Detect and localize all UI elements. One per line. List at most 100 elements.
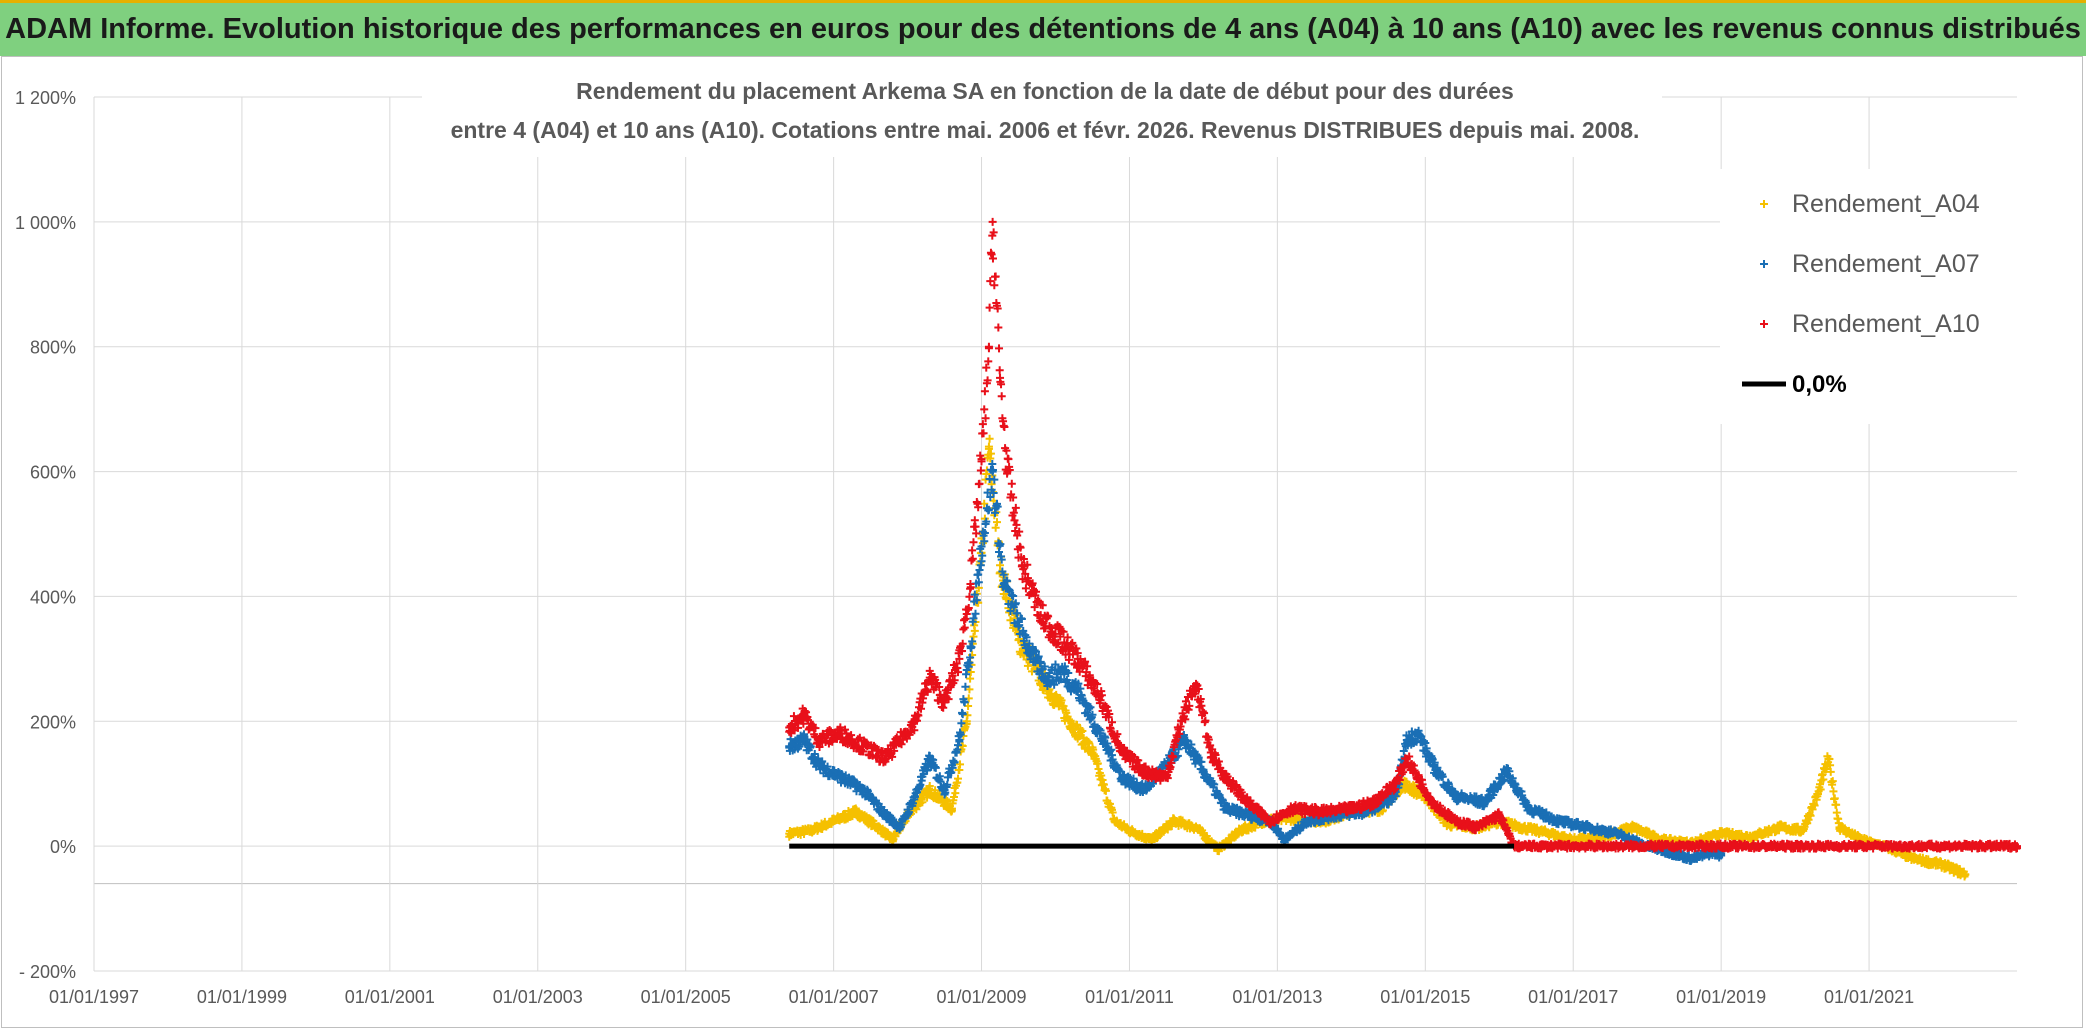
plot-area bbox=[785, 217, 2021, 881]
x-tick-label: 01/01/2005 bbox=[641, 987, 731, 1007]
data-point bbox=[1828, 777, 1837, 786]
chart: - 200% 0% 200% 400% 600% 800% 1 000% 1 200% 01/… bbox=[15, 67, 2021, 1007]
data-point bbox=[980, 387, 989, 396]
data-point bbox=[1006, 616, 1015, 625]
gridlines bbox=[93, 96, 2017, 972]
data-point bbox=[985, 434, 994, 443]
y-tick-label: 1 000% bbox=[15, 213, 76, 233]
data-point bbox=[990, 281, 999, 290]
x-tick-label: 01/01/2017 bbox=[1528, 987, 1618, 1007]
data-point bbox=[968, 554, 977, 563]
data-point bbox=[1826, 767, 1835, 776]
data-point bbox=[1192, 823, 1201, 832]
data-point bbox=[1813, 792, 1822, 801]
y-tick-label: 400% bbox=[30, 587, 76, 607]
data-point bbox=[1097, 771, 1106, 780]
data-point bbox=[1000, 423, 1009, 432]
data-point bbox=[986, 449, 995, 458]
data-point bbox=[1547, 829, 1556, 838]
x-tick-label: 01/01/2013 bbox=[1232, 987, 1322, 1007]
data-point bbox=[995, 366, 1004, 375]
y-tick-label: - 200% bbox=[19, 962, 76, 982]
data-point bbox=[951, 789, 960, 798]
header-title: ADAM Informe. Evolution historique des p… bbox=[5, 13, 2081, 45]
data-point bbox=[967, 556, 976, 565]
x-tick-label: 01/01/1997 bbox=[49, 987, 139, 1007]
data-point bbox=[985, 303, 994, 312]
data-point bbox=[918, 798, 927, 807]
data-point bbox=[958, 710, 967, 719]
data-point bbox=[954, 774, 963, 783]
data-point bbox=[993, 518, 1002, 527]
data-point bbox=[987, 250, 996, 259]
data-point bbox=[947, 804, 956, 813]
data-point bbox=[1835, 823, 1844, 832]
data-point bbox=[1059, 702, 1068, 711]
data-point bbox=[979, 429, 988, 438]
data-point bbox=[965, 685, 974, 694]
y-tick-label: 600% bbox=[30, 463, 76, 483]
data-point bbox=[1909, 854, 1918, 863]
data-point bbox=[1108, 808, 1117, 817]
data-point bbox=[785, 829, 794, 838]
x-tick-label: 01/01/2015 bbox=[1380, 987, 1470, 1007]
data-point bbox=[1169, 817, 1178, 826]
x-tick-label: 01/01/2019 bbox=[1676, 987, 1766, 1007]
data-point bbox=[1517, 823, 1526, 832]
data-point bbox=[1832, 800, 1841, 809]
data-point bbox=[961, 614, 970, 623]
data-point bbox=[1007, 479, 1016, 488]
data-point bbox=[969, 538, 978, 547]
data-point bbox=[962, 717, 971, 726]
y-tick-label: 0% bbox=[50, 837, 76, 857]
y-tick-label: 200% bbox=[30, 712, 76, 732]
x-tick-label: 01/01/2007 bbox=[789, 987, 879, 1007]
data-point bbox=[991, 523, 1000, 532]
data-point bbox=[1066, 717, 1075, 726]
data-point bbox=[980, 499, 989, 508]
data-point bbox=[1798, 826, 1807, 835]
data-point bbox=[873, 823, 882, 832]
data-point bbox=[1806, 811, 1815, 820]
data-point bbox=[1824, 754, 1833, 763]
x-tick-label: 01/01/2021 bbox=[1824, 987, 1914, 1007]
data-point bbox=[1961, 870, 1970, 879]
y-axis: - 200% 0% 200% 400% 600% 800% 1 000% 1 200% bbox=[15, 88, 76, 982]
data-point bbox=[996, 561, 1005, 570]
data-point bbox=[1939, 860, 1948, 869]
x-axis: 01/01/1997 01/01/1999 01/01/2001 01/01/2003… bbox=[49, 987, 1914, 1007]
x-tick-label: 01/01/2011 bbox=[1085, 987, 1174, 1007]
data-point bbox=[970, 626, 979, 635]
data-point bbox=[1094, 764, 1103, 773]
data-point bbox=[1078, 727, 1087, 736]
data-point bbox=[966, 667, 975, 676]
x-tick-label: 01/01/2009 bbox=[936, 987, 1026, 1007]
data-point bbox=[1004, 455, 1013, 464]
data-point bbox=[810, 750, 819, 759]
data-point bbox=[925, 785, 934, 794]
data-point bbox=[1819, 775, 1828, 784]
data-point bbox=[975, 479, 984, 488]
x-tick-label: 01/01/1999 bbox=[197, 987, 287, 1007]
data-point bbox=[995, 344, 1004, 353]
data-point bbox=[984, 442, 993, 451]
data-point bbox=[1110, 817, 1119, 826]
series-Rendement_A04 bbox=[785, 434, 1970, 881]
data-point bbox=[1746, 832, 1755, 841]
data-point bbox=[1776, 823, 1785, 832]
data-point bbox=[1101, 786, 1110, 795]
data-point bbox=[806, 742, 815, 751]
data-point bbox=[1628, 823, 1637, 832]
data-point bbox=[986, 277, 995, 286]
x-tick-label: 01/01/2001 bbox=[345, 987, 435, 1007]
data-point bbox=[949, 792, 958, 801]
data-point bbox=[997, 392, 1006, 401]
data-point bbox=[1829, 787, 1838, 796]
y-tick-label: 1 200% bbox=[15, 88, 76, 108]
chart-frame: - 200% 0% 200% 400% 600% 800% 1 000% 1 200% 01/… bbox=[1, 56, 2083, 1028]
data-point bbox=[939, 703, 948, 712]
y-tick-label: 800% bbox=[30, 338, 76, 358]
data-point bbox=[968, 546, 977, 555]
data-point bbox=[1147, 835, 1156, 844]
data-point bbox=[829, 817, 838, 826]
